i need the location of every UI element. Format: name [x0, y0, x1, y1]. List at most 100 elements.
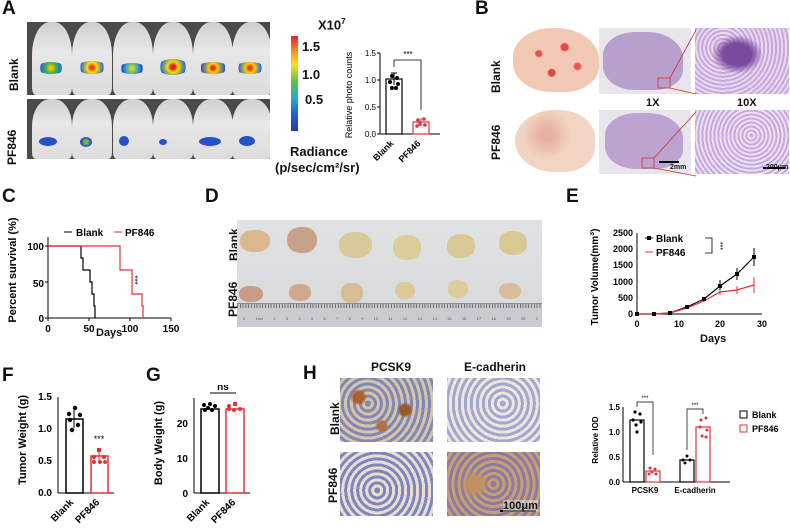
ihc-image-ecadherin-blank — [447, 378, 540, 442]
bioluminescence-image-pf846 — [27, 99, 270, 159]
svg-text:***: *** — [94, 434, 105, 444]
svg-text:0: 0 — [182, 489, 188, 500]
svg-text:1.5: 1.5 — [38, 392, 52, 403]
svg-text:1000: 1000 — [613, 277, 633, 287]
magnification-1x: 1X — [646, 97, 660, 109]
svg-text:***: *** — [716, 242, 723, 250]
svg-text:PF846: PF846 — [752, 424, 779, 434]
svg-text:Blank: Blank — [656, 234, 684, 245]
svg-text:PF846: PF846 — [210, 497, 239, 526]
panel-label-f: F — [2, 365, 14, 386]
svg-text:Tumor Volume(mm3): Tumor Volume(mm3) — [590, 229, 601, 326]
chart-c-survival: Percent survival (%) 0 50 100 0 50 100 1… — [8, 217, 180, 335]
svg-text:50: 50 — [33, 279, 45, 290]
svg-text:Tumor Weight (g): Tumor Weight (g) — [17, 395, 29, 485]
svg-text:0: 0 — [45, 324, 51, 335]
scale-bar-2mm: 2mm — [670, 164, 687, 171]
svg-text:PF846: PF846 — [397, 138, 423, 164]
svg-text:PCSK9: PCSK9 — [632, 486, 659, 495]
panel-label-c: C — [2, 186, 16, 207]
svg-text:E-cadherin: E-cadherin — [674, 486, 715, 495]
e-xlabel: Days — [700, 333, 727, 345]
svg-text:100: 100 — [27, 242, 44, 253]
bioluminescence-image-blank — [27, 22, 270, 95]
svg-text:0: 0 — [634, 319, 639, 329]
svg-text:Blank: Blank — [49, 497, 76, 524]
chart-g-body-weight: Body Weight (g) 0 10 20 ns Blank PF846 — [153, 385, 250, 526]
lung-image-blank — [513, 28, 599, 92]
svg-text:PF846: PF846 — [74, 497, 103, 526]
zoom-inset-lines — [641, 29, 697, 177]
svg-text:ns: ns — [217, 385, 229, 393]
row-label-pf846: PF846 — [489, 124, 503, 160]
colorbar-title: Radiance — [290, 144, 348, 159]
svg-text:50: 50 — [83, 324, 95, 335]
magnification-10x: 10X — [737, 97, 757, 109]
ihc-column-pcsk9: PCSK9 — [371, 360, 412, 374]
svg-text:1.0: 1.0 — [365, 76, 377, 85]
panel-label-d: D — [205, 186, 219, 207]
panel-label-e: E — [566, 186, 579, 207]
svg-text:1.0: 1.0 — [609, 428, 621, 437]
svg-text:0.5: 0.5 — [38, 456, 52, 467]
svg-text:1.5: 1.5 — [609, 403, 621, 412]
ihc-image-pcsk9-blank — [340, 378, 433, 442]
svg-text:PF846: PF846 — [125, 228, 155, 239]
svg-text:0.0: 0.0 — [38, 488, 52, 499]
panel-label-b: B — [475, 0, 489, 19]
svg-text:20: 20 — [715, 319, 725, 329]
ihc-column-ecadherin: E-cadherin — [464, 360, 527, 374]
colorbar-tick: 1.0 — [302, 67, 321, 82]
svg-text:2500: 2500 — [613, 228, 633, 238]
svg-text:0: 0 — [628, 309, 633, 319]
excised-tumor-photo: 0 1cm 2 3 4 5 6 7 8 9 10 11 12 13 14 15 16 17 18 19 20 2 — [237, 220, 542, 327]
svg-text:10: 10 — [177, 454, 189, 465]
svg-text:Body Weight (g): Body Weight (g) — [153, 401, 165, 485]
svg-text:0.0: 0.0 — [609, 478, 621, 487]
colorbar-exponent: X107 — [318, 17, 346, 33]
chart-e-tumor-volume: Tumor Volume(mm3) 0 500 1000 1500 2000 2… — [590, 228, 767, 329]
svg-text:Blank: Blank — [185, 497, 212, 524]
svg-text:500: 500 — [618, 293, 633, 303]
svg-text:1500: 1500 — [613, 260, 633, 270]
svg-text:Percent survival (%): Percent survival (%) — [8, 217, 19, 322]
svg-text:Blank: Blank — [371, 138, 396, 163]
scale-bar-200um: 200μm — [766, 164, 789, 171]
svg-text:150: 150 — [163, 324, 180, 335]
svg-text:1.0: 1.0 — [38, 424, 52, 435]
panel-label-h: H — [303, 363, 317, 384]
svg-text:Relative IOD: Relative IOD — [591, 416, 600, 463]
svg-text:1.5: 1.5 — [365, 49, 377, 58]
ruler-ticks: 0 1cm 2 3 4 5 6 7 8 9 10 11 12 13 14 15 16 17 18 19 20 2 — [243, 316, 538, 321]
ihc-image-ecadherin-pf846 — [447, 452, 540, 516]
svg-text:0: 0 — [38, 314, 44, 325]
colorbar-unit: (p/sec/cm²/sr) — [275, 160, 360, 175]
he-section-10x-pf846 — [695, 110, 789, 174]
row-label-blank: Blank — [7, 58, 21, 91]
row-label-pf846: PF846 — [326, 467, 340, 503]
svg-text:2000: 2000 — [613, 244, 633, 254]
he-section-1x-blank — [599, 28, 691, 94]
he-section-1x-pf846 — [599, 110, 691, 174]
ihc-image-pcsk9-pf846 — [340, 452, 433, 516]
svg-text:***: *** — [403, 50, 412, 59]
svg-text:PF846: PF846 — [656, 248, 686, 259]
svg-text:***: *** — [130, 275, 139, 284]
colorbar-tick: 0.5 — [305, 92, 324, 107]
svg-text:20: 20 — [177, 419, 189, 430]
row-label-blank: Blank — [489, 60, 503, 93]
chart-a-relative-photo-counts: Relative photo counts 0.0 0.5 1.0 1.5 **… — [344, 49, 440, 164]
c-xlabel: Days — [96, 327, 123, 339]
chart-h-relative-iod: Relative IOD 0.0 0.5 1.0 1.5 *** *** PCS… — [591, 396, 779, 495]
he-section-10x-blank — [695, 28, 789, 94]
svg-text:Relative photo counts: Relative photo counts — [344, 51, 354, 138]
svg-text:30: 30 — [757, 319, 767, 329]
svg-text:Blank: Blank — [76, 228, 104, 239]
svg-text:0.5: 0.5 — [365, 103, 377, 112]
svg-text:***: *** — [691, 403, 699, 409]
chart-f-tumor-weight: Tumor Weight (g) 0.0 0.5 1.0 1.5 *** Bla… — [17, 392, 114, 526]
lung-image-pf846 — [515, 110, 595, 172]
colorbar-tick: 1.5 — [302, 39, 321, 54]
svg-text:0.0: 0.0 — [365, 130, 377, 139]
row-label-pf846: PF846 — [5, 129, 19, 165]
